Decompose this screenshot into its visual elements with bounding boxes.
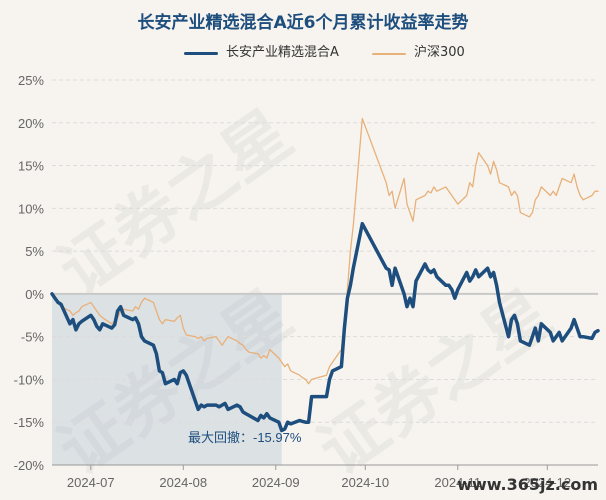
chart-legend: 长安产业精选混合A 沪深300 (0, 44, 606, 62)
x-tick-label: 2024-07 (67, 475, 115, 490)
x-tick-label: 2024-12 (523, 475, 571, 490)
chart-title: 长安产业精选混合A近6个月累计收益率走势 (137, 13, 469, 33)
x-tick-label: 2024-10 (341, 475, 389, 490)
x-tick-label: 2024-09 (252, 475, 300, 490)
site-watermark: www.365jz.com (457, 475, 598, 494)
y-tick-label: 10% (18, 201, 44, 216)
y-tick-label: 20% (18, 116, 44, 131)
x-tick-label: 2024-08 (159, 475, 207, 490)
max-drawdown-label: 最大回撤：-15.97% (188, 430, 302, 445)
y-tick-label: 25% (18, 73, 44, 88)
legend-swatch-fund (184, 52, 218, 55)
y-tick-label: -15% (14, 415, 45, 430)
y-tick-label: 5% (25, 244, 44, 259)
series-line-index (51, 117, 599, 385)
series-line-fund (50, 221, 600, 433)
y-tick-label: 15% (18, 159, 44, 174)
y-tick-label: -10% (14, 372, 45, 387)
y-tick-label: 0% (25, 287, 44, 302)
y-tick-label: -20% (14, 458, 45, 473)
y-tick-label: -5% (21, 330, 45, 345)
legend-swatch-index (372, 53, 406, 55)
legend-label-fund: 长安产业精选混合A (226, 45, 339, 60)
x-tick-label: 2024-11 (434, 475, 481, 490)
legend-label-index: 沪深300 (414, 45, 465, 60)
